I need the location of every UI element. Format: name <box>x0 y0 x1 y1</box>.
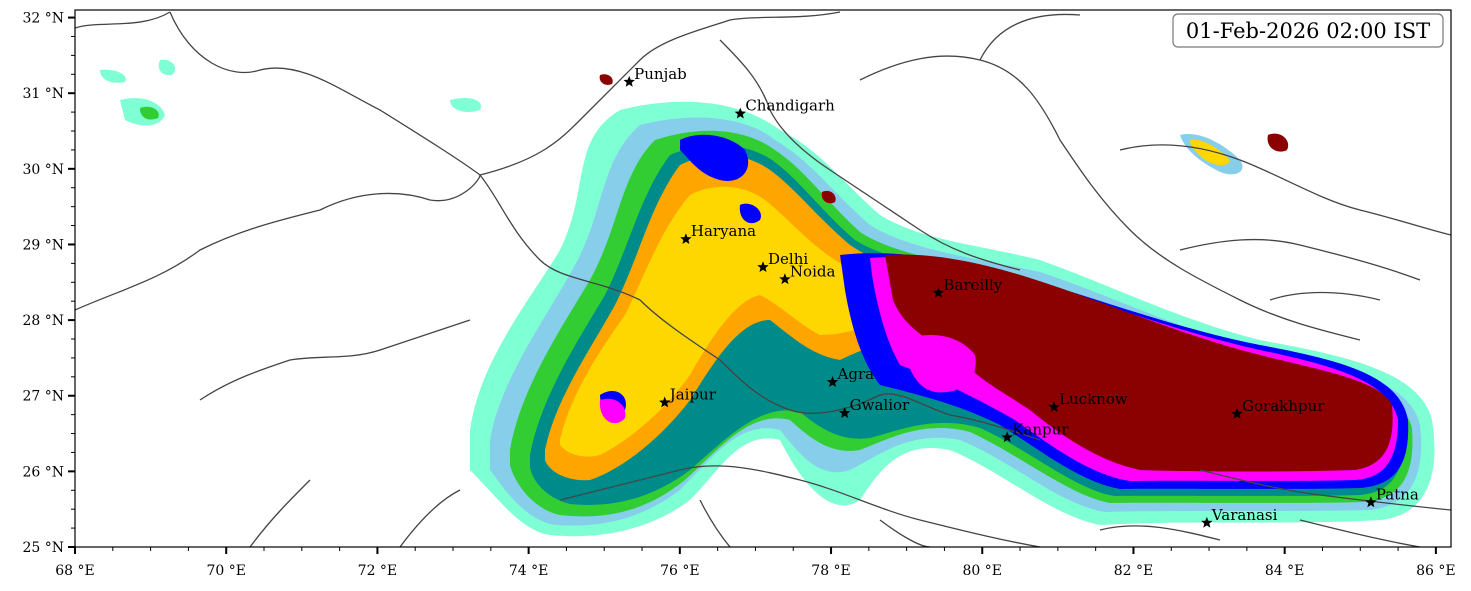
city-star-icon <box>680 233 692 244</box>
timestamp-box: 01-Feb-2026 02:00 IST <box>1172 13 1444 48</box>
x-tick-label: 82 °E <box>1114 563 1153 579</box>
precip-level-7-west <box>600 134 761 415</box>
x-tick-label: 86 °E <box>1416 563 1455 579</box>
plot-area <box>75 11 1451 547</box>
city-star-icon <box>623 75 635 87</box>
y-tick-label: 30 °N <box>22 162 64 178</box>
city-label: Gwalior <box>850 396 910 414</box>
city-star-icon <box>838 407 851 418</box>
y-tick-label: 27 °N <box>22 389 64 405</box>
city-label: Chandigarh <box>745 97 835 115</box>
precip-nw-cells <box>100 59 481 126</box>
timestamp-frame <box>1172 13 1444 48</box>
y-tick-label: 32 °N <box>22 11 64 27</box>
precip-level-9 <box>821 133 1393 472</box>
y-tick-label: 31 °N <box>22 86 64 102</box>
x-tick-label: 70 °E <box>206 563 245 579</box>
plot-frame <box>74 9 1452 548</box>
city-star-icon <box>659 396 671 408</box>
city-star-icon <box>779 273 791 285</box>
precip-nw-core <box>140 106 159 120</box>
precip-level-6 <box>560 186 885 457</box>
city-label: Noida <box>790 262 836 280</box>
x-tick-label: 78 °E <box>811 563 850 579</box>
x-tick-label: 72 °E <box>358 563 397 579</box>
city-star-icon <box>1001 431 1013 443</box>
city-star-icon <box>1231 407 1243 419</box>
timestamp-label: 01-Feb-2026 02:00 IST <box>1186 19 1430 43</box>
city-label: Punjab <box>634 65 687 83</box>
city-label: Delhi <box>768 250 808 268</box>
city-label: Lucknow <box>1059 390 1128 408</box>
city-star-icon <box>1201 516 1213 528</box>
city-star-icon <box>1365 496 1377 508</box>
city-star-icon <box>757 261 769 272</box>
x-tick-label: 76 °E <box>660 563 699 579</box>
y-axis: 32 °N 31 °N 30 °N 29 °N 28 °N 27 °N 26 °N 25 °N <box>22 11 75 556</box>
city-label: Jaipur <box>668 386 717 404</box>
precip-ne-core <box>1190 139 1230 166</box>
city-label: Varanasi <box>1211 506 1278 524</box>
y-tick-label: 26 °N <box>22 464 64 480</box>
x-tick-label: 80 °E <box>963 563 1002 579</box>
city-label: Patna <box>1376 485 1419 503</box>
city-label: Kanpur <box>1012 420 1069 438</box>
boundary-lines <box>75 11 1451 547</box>
city-star-icon <box>932 286 945 298</box>
precip-punjab-cell <box>599 74 613 85</box>
city-label: Agra <box>837 365 875 383</box>
y-tick-label: 25 °N <box>22 540 64 556</box>
city-label: Bareilly <box>943 276 1002 294</box>
city-star-icon <box>1048 401 1060 412</box>
city-label: Gorakhpur <box>1242 397 1325 415</box>
x-tick-label: 68 °E <box>55 563 94 579</box>
y-tick-label: 28 °N <box>22 313 64 329</box>
x-tick-label: 84 °E <box>1265 563 1304 579</box>
city-star-icon <box>826 376 839 387</box>
city-star-icon <box>734 107 746 119</box>
precip-magenta-patch <box>905 335 976 393</box>
x-tick-label: 74 °E <box>509 563 548 579</box>
x-axis: 68 °E 70 °E 72 °E 74 °E 76 °E 78 °E 80 °E 82 °E… <box>55 547 1456 579</box>
precipitation-field <box>100 59 1435 537</box>
y-tick-label: 29 °N <box>22 237 64 253</box>
city-label: Haryana <box>691 222 756 240</box>
